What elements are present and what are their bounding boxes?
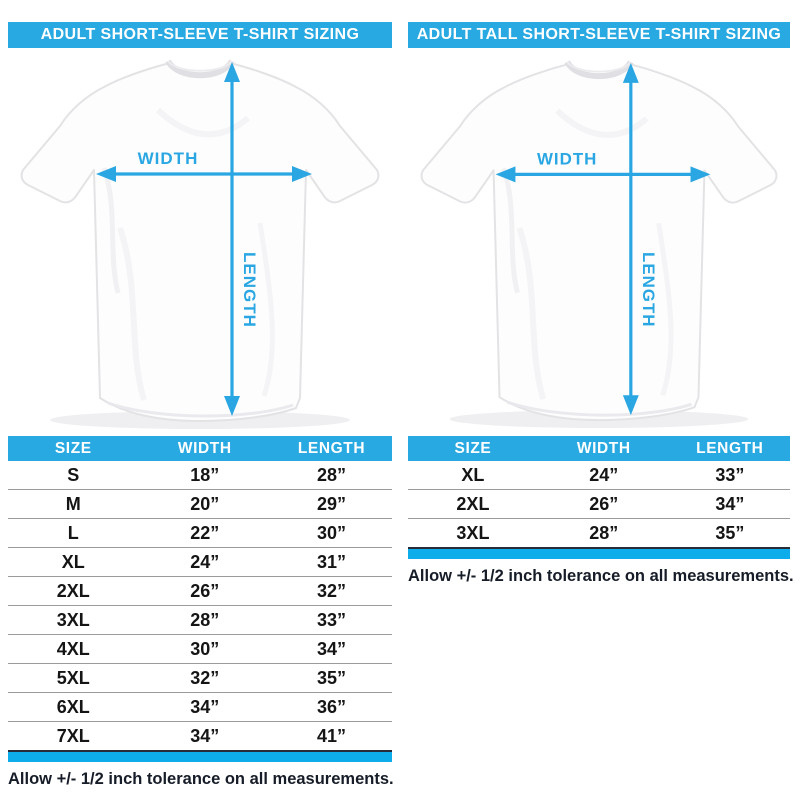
table-row: 5XL 32” 35”: [8, 663, 392, 693]
table-cell: 35”: [715, 522, 745, 543]
table-cell: 29”: [271, 489, 392, 519]
table-cell: 22”: [138, 518, 272, 548]
table-body: XL 24” 33” 2XL 26” 34” 3XL 28” 35”: [408, 461, 790, 547]
table-row: M 20” 29”: [8, 489, 392, 519]
width-label: WIDTH: [138, 149, 199, 168]
table-row: 3XL 28” 33”: [8, 605, 392, 635]
table-cell: 2XL: [408, 489, 538, 519]
table-cell: 36”: [271, 692, 392, 722]
table-cell: 34”: [669, 489, 790, 519]
tshirt-diagram: WIDTH LENGTH: [8, 48, 392, 436]
length-label: LENGTH: [639, 252, 658, 327]
table-cell: 34”: [138, 692, 272, 722]
table-header-row: SIZE WIDTH LENGTH: [408, 436, 790, 461]
table-cell: 34”: [271, 634, 392, 664]
table-row: 4XL 30” 34”: [8, 634, 392, 664]
table-cell: 3XL: [456, 522, 490, 543]
table-cell: S: [8, 461, 139, 490]
tshirt-shape: [422, 62, 777, 428]
table-cell: 28”: [138, 605, 272, 635]
table-cell: 31”: [271, 547, 392, 577]
accent-bar: [408, 547, 790, 559]
panel-title-bar: ADULT SHORT-SLEEVE T-SHIRT SIZING: [8, 22, 392, 48]
table-cell: 32”: [138, 663, 272, 693]
table-cell: L: [8, 518, 139, 548]
table-row: XL 24” 31”: [8, 547, 392, 577]
table-row: L 22” 30”: [8, 518, 392, 548]
table-cell: 7XL: [56, 725, 90, 746]
table-cell: XL: [8, 547, 139, 577]
table-cell: 2XL: [8, 576, 139, 606]
table-row: 3XL 28” 35”: [408, 519, 790, 548]
width-label: WIDTH: [537, 149, 597, 168]
table-row: 2XL 26” 32”: [8, 576, 392, 606]
table-row: XL 24” 33”: [408, 461, 790, 490]
column-header-width: WIDTH: [537, 436, 670, 461]
table-cell: 24”: [537, 461, 670, 490]
table-cell: 24”: [138, 547, 272, 577]
tolerance-note: Allow +/- 1/2 inch tolerance on all meas…: [8, 770, 394, 788]
column-header-length: LENGTH: [271, 436, 392, 461]
table-cell: 32”: [271, 576, 392, 606]
table-cell: 41”: [316, 725, 347, 746]
table-cell: 5XL: [8, 663, 139, 693]
table-cell: 30”: [138, 634, 272, 664]
table-row: 6XL 34” 36”: [8, 692, 392, 722]
table-cell: 20”: [138, 489, 272, 519]
table-cell: 6XL: [8, 692, 139, 722]
table-header-row: SIZE WIDTH LENGTH: [8, 436, 392, 461]
size-table-tall: SIZE WIDTH LENGTH XL 24” 33” 2XL 26” 34” 3XL 28…: [408, 436, 790, 547]
table-row: S 18” 28”: [8, 461, 392, 490]
table-cell: 28”: [271, 461, 392, 490]
panel-title: ADULT TALL SHORT-SLEEVE T-SHIRT SIZING: [416, 26, 782, 43]
panels-container: ADULT SHORT-SLEEVE T-SHIRT SIZING: [8, 22, 794, 789]
sizing-panel-tall: ADULT TALL SHORT-SLEEVE T-SHIRT SIZING W…: [408, 22, 794, 586]
table-cell: 35”: [271, 663, 392, 693]
table-body: S 18” 28” M 20” 29” L 22” 30” XL 24” 31” 2XL 26” 32” 3X…: [8, 461, 392, 750]
table-row: 2XL 26” 34”: [408, 489, 790, 519]
table-cell: 18”: [138, 461, 272, 490]
table-cell: XL: [408, 461, 538, 490]
column-header-size: SIZE: [8, 436, 139, 461]
column-header-width: WIDTH: [138, 436, 272, 461]
table-cell: 26”: [537, 489, 670, 519]
table-cell: 28”: [589, 522, 619, 543]
tshirt-illustration: WIDTH LENGTH: [408, 48, 790, 436]
table-cell: 34”: [190, 725, 220, 746]
table-cell: 4XL: [8, 634, 139, 664]
tshirt-illustration: WIDTH LENGTH: [8, 48, 392, 436]
size-table-regular: SIZE WIDTH LENGTH S 18” 28” M 20” 29” L 22” 30” X…: [8, 436, 392, 750]
column-header-size: SIZE: [408, 436, 538, 461]
accent-bar: [8, 750, 392, 762]
table-cell: 33”: [669, 461, 790, 490]
table-cell: 30”: [271, 518, 392, 548]
length-label: LENGTH: [240, 252, 259, 328]
table-row: 7XL 34” 41”: [8, 722, 392, 751]
table-cell: 26”: [138, 576, 272, 606]
tshirt-shape: [22, 61, 379, 429]
panel-title: ADULT SHORT-SLEEVE T-SHIRT SIZING: [40, 26, 360, 43]
table-cell: 3XL: [8, 605, 139, 635]
sizing-panel-regular: ADULT SHORT-SLEEVE T-SHIRT SIZING: [8, 22, 394, 789]
panel-title-bar: ADULT TALL SHORT-SLEEVE T-SHIRT SIZING: [408, 22, 790, 48]
column-header-length: LENGTH: [669, 436, 790, 461]
tshirt-diagram: WIDTH LENGTH: [408, 48, 790, 436]
table-cell: 33”: [271, 605, 392, 635]
tolerance-note: Allow +/- 1/2 inch tolerance on all meas…: [408, 567, 794, 585]
table-cell: M: [8, 489, 139, 519]
